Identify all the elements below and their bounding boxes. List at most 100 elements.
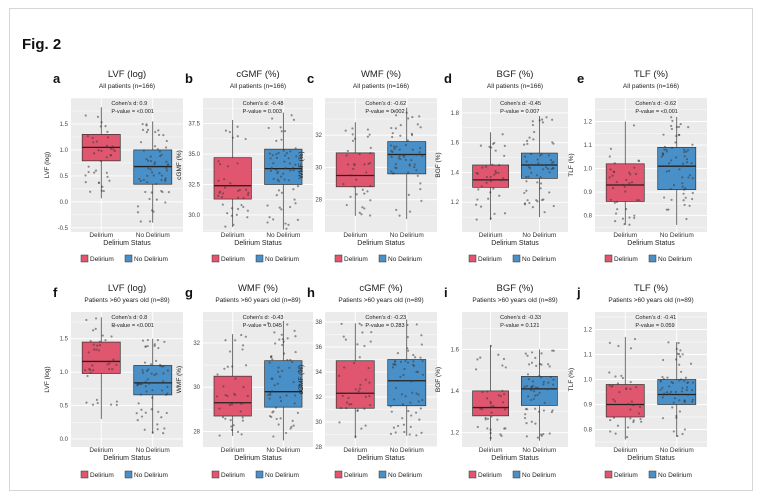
y-axis-label: BGF (%) [435, 367, 442, 392]
data-point [672, 184, 676, 187]
data-point [136, 205, 140, 208]
data-point [632, 404, 635, 407]
data-point [290, 425, 293, 428]
data-point [681, 182, 684, 185]
data-point [146, 338, 149, 342]
data-point [530, 398, 533, 402]
data-point [549, 375, 552, 379]
data-point [609, 147, 613, 150]
y-tick-label: 38 [315, 320, 322, 326]
data-point [160, 153, 163, 156]
data-point [217, 194, 220, 198]
data-point [421, 359, 424, 363]
data-point [525, 189, 528, 192]
data-point [551, 166, 555, 170]
data-point [416, 174, 419, 177]
data-point [682, 199, 685, 202]
data-point [551, 118, 554, 121]
data-point [420, 343, 423, 346]
data-point [154, 130, 157, 134]
data-point [412, 360, 415, 363]
y-tick-label: 0.8 [584, 214, 593, 220]
data-point [407, 171, 410, 174]
legend-label: Delirium [344, 472, 368, 479]
data-point [150, 408, 153, 411]
data-point [608, 155, 611, 158]
data-point [403, 430, 406, 434]
data-point [297, 370, 300, 373]
box-no-delirium [264, 360, 303, 408]
data-point [670, 390, 673, 393]
data-point [624, 387, 628, 391]
data-point [614, 212, 618, 215]
data-point [531, 380, 535, 383]
data-point [93, 171, 96, 174]
data-point [368, 133, 371, 136]
data-point [346, 149, 349, 153]
legend-swatch-delirium [604, 470, 613, 479]
y-tick-label: 30 [315, 165, 322, 171]
data-point [628, 216, 631, 219]
data-point [366, 128, 370, 131]
panel-letter: g [185, 285, 193, 300]
data-point [393, 110, 396, 113]
data-point [536, 200, 539, 203]
data-point [218, 434, 221, 437]
data-point [358, 387, 361, 390]
data-point [399, 134, 402, 137]
data-point [534, 422, 537, 425]
data-point [345, 401, 349, 404]
legend-swatch-delirium [211, 254, 220, 263]
data-point [489, 180, 493, 183]
data-point [410, 414, 413, 417]
data-point [100, 189, 103, 192]
data-point [269, 169, 272, 173]
data-point [685, 150, 688, 153]
data-point [226, 394, 229, 398]
data-point [613, 162, 616, 165]
data-point [289, 205, 292, 209]
data-point [235, 213, 238, 216]
data-point [408, 433, 411, 436]
data-point [286, 337, 289, 340]
data-point [278, 375, 282, 378]
data-point [677, 341, 680, 345]
data-point [402, 373, 405, 377]
data-point [630, 181, 634, 184]
data-point [87, 165, 90, 168]
data-point [394, 386, 398, 390]
data-point [148, 197, 151, 201]
data-point [628, 223, 631, 226]
data-point [636, 199, 639, 202]
data-point [146, 159, 150, 162]
data-point [637, 412, 641, 415]
data-point [280, 333, 283, 336]
data-point [341, 394, 344, 397]
data-point [479, 356, 482, 359]
data-point [675, 134, 678, 138]
data-point [164, 146, 168, 149]
data-point [101, 334, 104, 337]
y-axis-label: LVF (log) [44, 366, 51, 392]
y-tick-label: 1.0 [60, 370, 69, 376]
data-point [157, 129, 160, 132]
data-point [615, 200, 619, 203]
data-point [389, 144, 393, 147]
data-point [289, 169, 292, 172]
data-point [92, 348, 96, 351]
data-point [153, 343, 156, 346]
data-point [540, 376, 543, 379]
data-point [285, 394, 288, 397]
data-point [151, 389, 154, 392]
x-axis-label: Delirium Status [627, 455, 675, 462]
chart-subtitle: All patients (n=166) [230, 83, 286, 90]
data-point [609, 430, 612, 433]
data-point [415, 392, 418, 395]
data-point [345, 154, 348, 157]
data-point [289, 358, 292, 362]
data-point [105, 156, 108, 159]
data-point [240, 203, 243, 207]
data-point [353, 185, 356, 188]
data-point [613, 201, 616, 204]
x-axis-label: Delirium Status [491, 455, 539, 462]
